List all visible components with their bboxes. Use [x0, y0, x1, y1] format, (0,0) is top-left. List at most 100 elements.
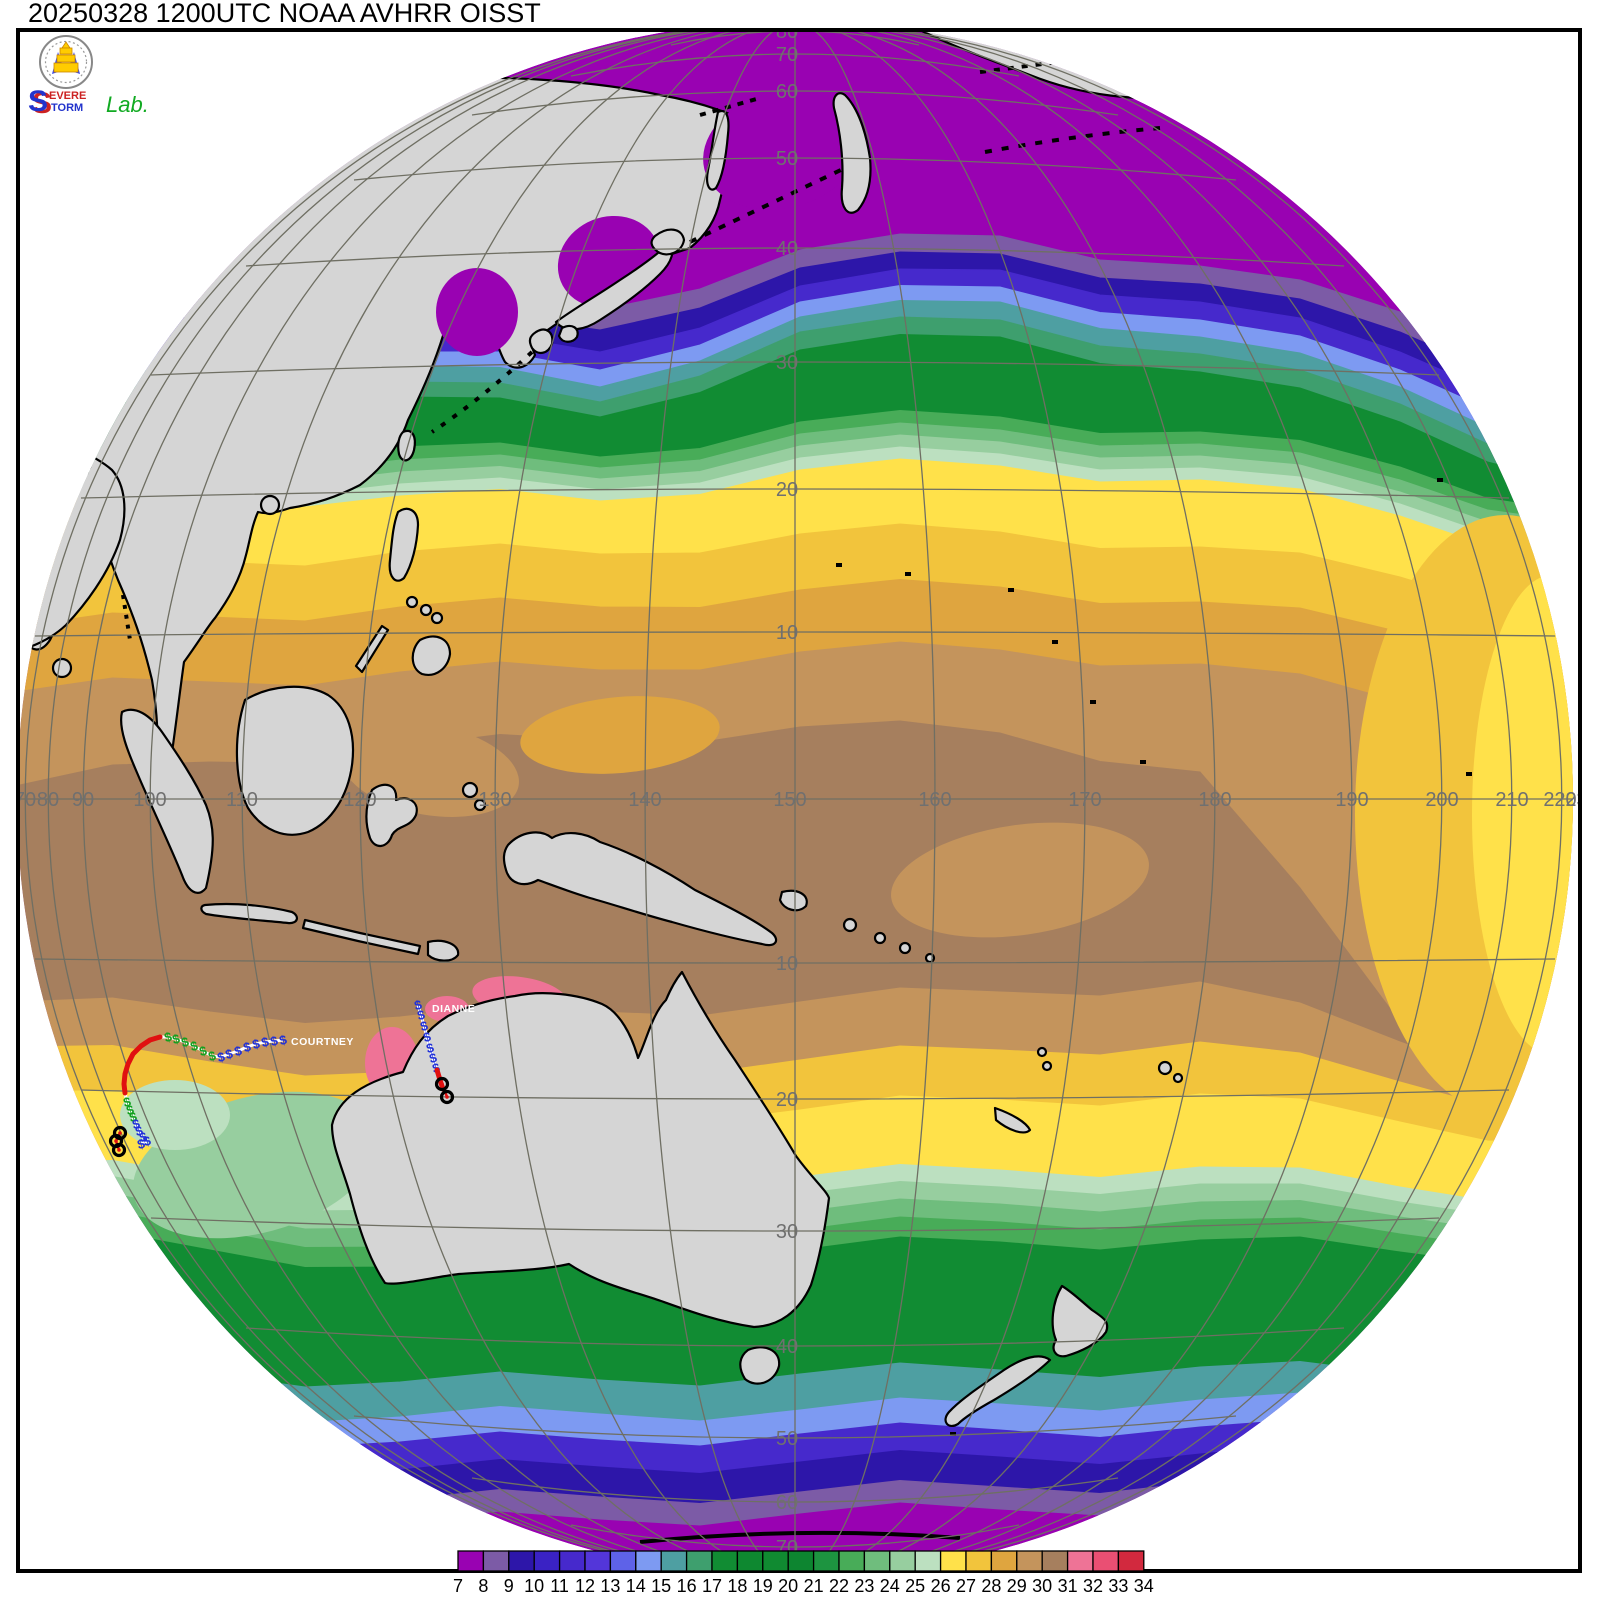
longitude-label: 80: [37, 789, 59, 811]
latitude-label: 80: [776, 21, 798, 43]
tropical-storm-symbol: $: [428, 1050, 439, 1066]
longitude-label: 150: [773, 789, 806, 811]
colorbar-cell: [939, 1550, 967, 1572]
colorbar-label: 27: [956, 1576, 976, 1596]
colorbar-cell: [584, 1550, 612, 1572]
tropical-storm-symbol: $: [416, 1007, 427, 1023]
meridian: [865, 30, 1563, 1571]
colorbar-cell: [990, 1550, 1018, 1572]
land-new-caledonia: [993, 1106, 1032, 1134]
colorbar-cell: [889, 1550, 916, 1572]
colorbar-label: 11: [550, 1576, 569, 1596]
longitude-label: 130: [478, 789, 511, 811]
latitude-label: 10: [776, 622, 798, 644]
meridian: [241, 30, 744, 1571]
colorbar-label: 22: [829, 1576, 849, 1596]
storm-tracks: $$$$$$$$$$$$$$$$$$$$$$COURTNEY$$$$$$$DIA…: [108, 997, 475, 1158]
tropical-storm-symbol: $: [180, 1034, 191, 1050]
sst-colorbar: 7 8 9 10 11 12 13 14 15 16 17 18 19 20 21 22 23 24 25 26 27 2…: [453, 1550, 1154, 1596]
colorbar-cell: [635, 1550, 662, 1572]
longitude-label: 170: [1068, 789, 1101, 811]
latitude-label: 20: [776, 479, 798, 501]
land-halmahera: [473, 798, 487, 812]
atoll-speck: [1008, 588, 1014, 592]
land-vanuatu: [1036, 1046, 1048, 1058]
graticule: [18, 30, 1573, 1571]
colorbar-label: 26: [931, 1576, 951, 1596]
land-halmahera: [461, 781, 479, 799]
colorbar-label: 19: [753, 1576, 773, 1596]
longitude-label: 100: [133, 789, 166, 811]
orangetan-patch: [520, 696, 720, 774]
tropical-storm-symbol: $: [134, 1123, 145, 1139]
tropical-storm-symbol: $: [138, 1129, 149, 1145]
colorbar-label: 24: [880, 1576, 900, 1596]
hurricane-symbol-center: [114, 1139, 118, 1143]
colorbar-label: 23: [854, 1576, 874, 1596]
meridian: [359, 30, 755, 1571]
tropical-storm-symbol: $: [198, 1043, 209, 1059]
tropical-storm-symbol: $: [163, 1029, 174, 1045]
colorbar-cell: [812, 1550, 840, 1572]
colorbar-label: 29: [1007, 1576, 1027, 1596]
land-solomons: [924, 952, 936, 964]
tropical-storm-symbol: $: [224, 1046, 235, 1062]
okhotsk-ice-edge: [699, 96, 761, 117]
kuril-islands-arc: [689, 166, 846, 244]
longitude-label: 180: [1198, 789, 1231, 811]
colorbar-label: 25: [905, 1576, 925, 1596]
colorbar-label: 21: [804, 1576, 824, 1596]
land-visayas: [405, 595, 419, 609]
land-taiwan: [397, 429, 416, 462]
land-nz-south-island: [944, 1355, 1052, 1428]
meridian: [821, 30, 1086, 1571]
colorbar-label: 33: [1108, 1576, 1128, 1596]
colorbar-cell: [457, 1550, 485, 1572]
land-mindanao: [411, 635, 452, 676]
seal-emblem-tier1: [59, 47, 73, 55]
antarctic-coast: [639, 1530, 961, 1544]
colorbar-label: 16: [677, 1576, 697, 1596]
longitude-label: 220: [1543, 789, 1576, 811]
meridian: [854, 30, 1443, 1571]
hurricane-symbol: [439, 1089, 455, 1105]
colorbar-label: 14: [626, 1576, 646, 1596]
seafoam-patch-west: [120, 1080, 230, 1150]
tropical-storm-symbol: $: [131, 1116, 142, 1132]
logo-lab: Lab.: [106, 92, 149, 117]
meridian: [24, 30, 724, 1571]
colorbar-label: 15: [651, 1576, 671, 1596]
land-lesser-sunda: [301, 918, 422, 956]
tropical-storm-symbol: $: [216, 1049, 227, 1065]
colorbar-label: 30: [1032, 1576, 1052, 1596]
latitude-label: 50: [776, 148, 798, 170]
storm-name-label: COURTNEY: [291, 1036, 354, 1048]
colorbar-cell: [558, 1550, 586, 1572]
page-title: 20250328 1200UTC NOAA AVHRR OISST: [28, 0, 541, 28]
colorbar-cell: [711, 1550, 739, 1572]
longitude-label: 70: [14, 789, 36, 811]
land-shikoku: [557, 324, 579, 343]
logo-s-shadow: S: [32, 87, 52, 120]
meridian: [833, 30, 1216, 1571]
land-solomons: [873, 931, 887, 945]
bering-ice-edge: [979, 56, 1091, 74]
andaman-islands: [121, 594, 132, 641]
land-kyushu: [528, 328, 554, 354]
longitude-label: 90: [72, 789, 94, 811]
logo-s: S: [28, 85, 48, 118]
tropical-storm-symbol: $: [125, 1102, 136, 1118]
tropical-storm-symbol: $: [242, 1039, 253, 1055]
latitude-label: 10: [776, 953, 798, 975]
logo-evere: EVERE: [49, 90, 86, 102]
hurricane-symbol-center: [117, 1148, 121, 1152]
tropical-storm-symbol: $: [136, 1136, 147, 1152]
latitude-label: 30: [776, 1221, 798, 1243]
land-new-britain: [778, 889, 808, 912]
land-hainan: [259, 494, 281, 516]
atoll-specks: [836, 478, 1472, 1436]
logo-torm: TORM: [51, 102, 83, 114]
colorbar-label: 17: [702, 1576, 722, 1596]
